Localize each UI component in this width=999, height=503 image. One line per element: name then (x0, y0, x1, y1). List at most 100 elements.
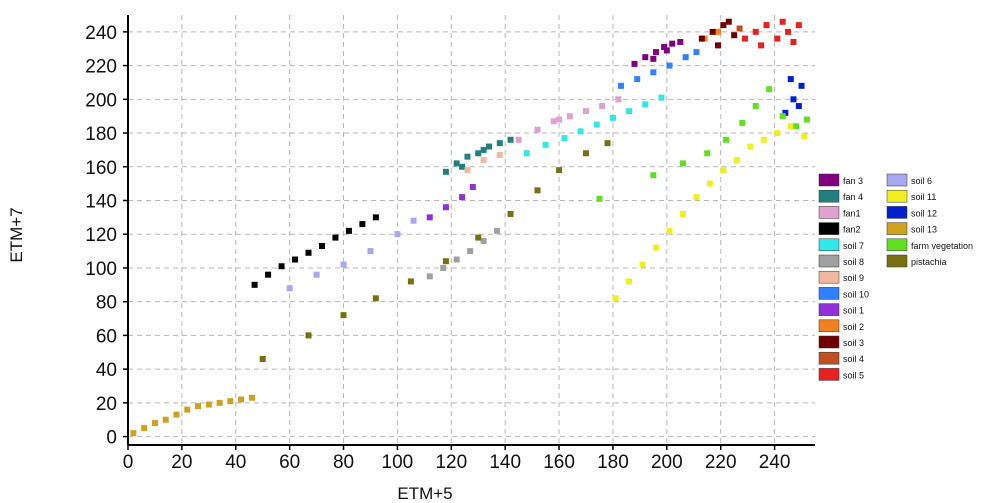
legend-label: soil 3 (843, 338, 864, 348)
data-point (515, 136, 522, 143)
data-point (227, 398, 234, 405)
data-point (566, 113, 573, 120)
data-point (650, 55, 657, 62)
data-point (650, 69, 657, 76)
data-point (475, 234, 482, 241)
x-tick-label: 100 (382, 452, 414, 473)
legend-swatch (818, 319, 840, 333)
data-point (682, 54, 689, 61)
data-point (305, 332, 312, 339)
data-point (469, 184, 476, 190)
data-point (666, 62, 673, 69)
x-tick-label: 120 (435, 452, 467, 473)
data-point (359, 221, 366, 228)
legend-swatch (818, 173, 840, 187)
data-point (162, 416, 169, 423)
data-point (801, 133, 808, 140)
data-point (758, 42, 765, 49)
data-point (736, 25, 743, 32)
data-point (706, 180, 713, 187)
data-point (803, 116, 810, 123)
x-axis-title: ETM+5 (397, 484, 452, 503)
legend-label: soil 10 (843, 289, 869, 299)
legend-label: soil 8 (843, 257, 864, 267)
data-point (577, 128, 584, 135)
y-tick-label: 240 (85, 23, 117, 44)
legend-swatch (886, 238, 908, 252)
data-point (467, 248, 474, 255)
data-point (184, 406, 191, 413)
data-point (486, 143, 493, 150)
legend-label: soil 1 (843, 306, 864, 316)
grid (128, 15, 815, 445)
data-point (205, 401, 212, 408)
data-point (340, 312, 347, 319)
data-point (442, 258, 449, 265)
data-point (752, 103, 759, 110)
x-tick-label: 60 (279, 452, 300, 473)
legend-swatch (818, 270, 840, 284)
data-point (604, 140, 611, 147)
data-point (774, 130, 781, 137)
legend-label: pistachia (911, 257, 947, 267)
data-point (480, 157, 487, 164)
data-point (305, 249, 312, 256)
data-point (480, 146, 487, 153)
data-point (480, 237, 487, 244)
legend-label: soil 4 (843, 354, 864, 364)
data-point (779, 18, 786, 25)
data-point (731, 32, 738, 39)
data-point (475, 150, 482, 157)
data-point (795, 22, 802, 29)
data-point (286, 285, 293, 292)
data-point (265, 271, 272, 278)
legend-label: soil 7 (843, 241, 864, 251)
data-point (556, 167, 563, 174)
data-point (725, 18, 732, 25)
x-tick-label: 200 (651, 452, 683, 473)
legend-swatch (886, 189, 908, 203)
data-point (741, 35, 748, 42)
data-point (723, 136, 730, 143)
data-point (679, 160, 686, 167)
data-point (542, 141, 549, 148)
data-point (642, 54, 649, 61)
data-point (658, 94, 665, 101)
data-point (556, 116, 563, 123)
data-point (766, 86, 773, 93)
data-point (534, 126, 541, 133)
data-point (593, 121, 600, 128)
data-point (251, 281, 258, 288)
legend-swatch (818, 368, 840, 381)
y-tick-label: 160 (85, 158, 117, 179)
data-point (173, 411, 180, 418)
x-tick-labels: 0 20 40 60 80 100 120 140 160 180 200 220 240 (123, 445, 790, 473)
legend-label: soil 11 (911, 192, 936, 202)
data-point (442, 204, 449, 211)
data-point (795, 103, 802, 110)
data-point (453, 256, 460, 263)
data-point (715, 28, 722, 35)
data-point (720, 22, 727, 29)
data-point (787, 76, 794, 83)
data-point (583, 150, 589, 157)
x-tick-label: 140 (489, 452, 521, 473)
data-point (779, 113, 786, 120)
data-point (669, 40, 676, 47)
legend-label: soil 12 (911, 208, 937, 218)
data-point (130, 430, 137, 437)
legend-swatch (818, 206, 840, 219)
data-point (720, 167, 727, 174)
data-point (248, 394, 255, 401)
data-point (634, 76, 641, 83)
data-point (523, 150, 530, 157)
data-point (650, 172, 657, 179)
data-point (653, 244, 660, 251)
data-point (763, 22, 770, 29)
data-point (372, 214, 379, 221)
data-point (642, 101, 649, 108)
data-point (410, 217, 417, 224)
data-point (459, 194, 466, 201)
x-tick-label: 80 (333, 452, 354, 473)
